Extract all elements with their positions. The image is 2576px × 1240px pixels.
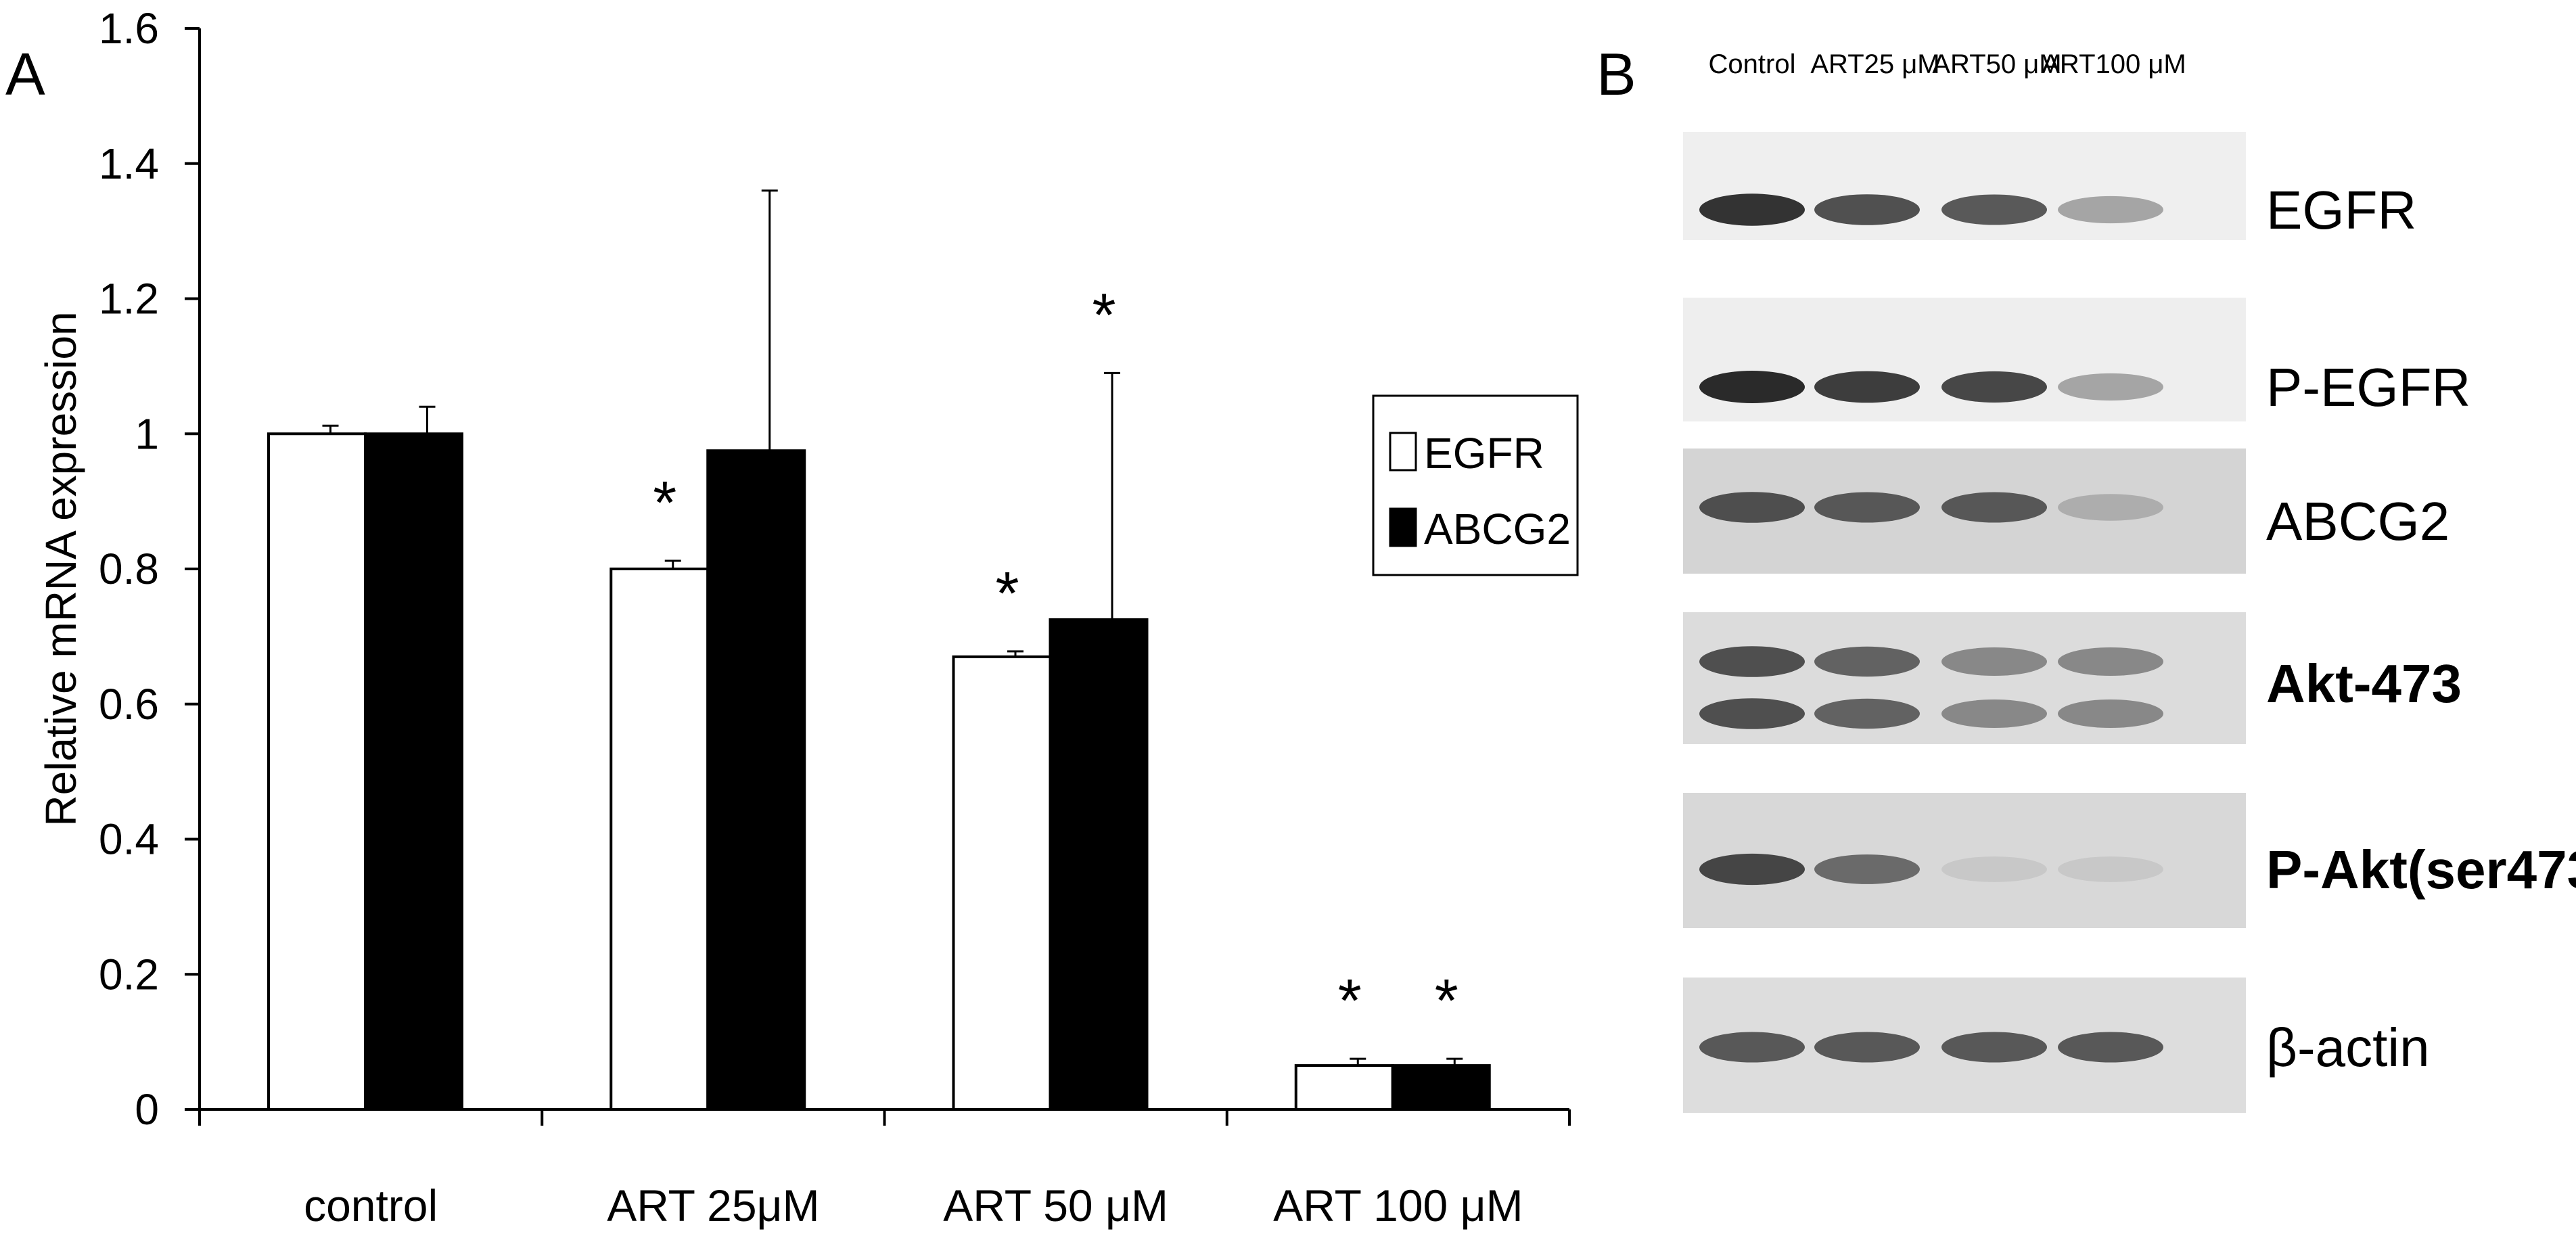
- y-tick-label: 0.6: [99, 680, 159, 729]
- legend-label: EGFR: [1424, 429, 1544, 478]
- y-tick-label: 1.6: [99, 4, 159, 53]
- bar-egfr: [952, 655, 1052, 1111]
- bar-abcg2: [706, 449, 806, 1111]
- x-category-label: ART 100 μM: [1273, 1180, 1523, 1231]
- blot-row-label: Akt-473: [2266, 653, 2462, 714]
- blot-band: [1814, 1032, 1920, 1063]
- blot-row-label: P-Akt(ser473): [2266, 840, 2576, 900]
- blot-row-label: ABCG2: [2266, 491, 2450, 551]
- significance-marker: *: [1338, 967, 1362, 1035]
- blot-band: [2058, 494, 2163, 521]
- blot-row-label: EGFR: [2266, 180, 2416, 240]
- blot-row-label: P-EGFR: [2266, 357, 2470, 417]
- significance-marker: *: [1092, 281, 1116, 349]
- blot-band: [1814, 194, 1920, 225]
- bar-abcg2: [1391, 1064, 1491, 1111]
- blot-band: [1814, 492, 1920, 523]
- legend-swatch-egfr: [1389, 432, 1417, 472]
- lane-header: ART50 μM: [1932, 49, 2061, 79]
- blot-band: [1941, 492, 2047, 523]
- blot-band: [2058, 699, 2163, 728]
- y-tick-label: 0.4: [99, 815, 159, 864]
- significance-marker: *: [1435, 967, 1458, 1035]
- x-category-label: control: [304, 1180, 438, 1231]
- x-category-label: ART 50 μM: [943, 1180, 1168, 1231]
- blot-band: [1814, 854, 1920, 884]
- blot-band: [1699, 492, 1805, 523]
- lane-header: ART100 μM: [2042, 49, 2186, 79]
- blot-band: [1699, 371, 1805, 403]
- y-axis-title: Relative mRNA expression: [37, 311, 85, 826]
- blot-row-label: β-actin: [2266, 1017, 2430, 1078]
- significance-marker: *: [995, 560, 1019, 628]
- bar-chart: 0 0.2 0.4 0.6 0.8 1 1.2 1.4 1.6 Relative mRNA exp…: [37, 4, 1579, 1231]
- blot-band: [1941, 647, 2047, 676]
- bar-egfr: [267, 432, 367, 1111]
- blot-band: [1699, 193, 1805, 226]
- blot-band: [1699, 853, 1805, 886]
- blot-band: [1941, 699, 2047, 728]
- y-tick-label: 0.8: [99, 545, 159, 593]
- blot-band: [1814, 646, 1920, 677]
- lane-header: ART25 μM: [1810, 49, 1939, 79]
- lane-header: Control: [1709, 49, 1796, 79]
- x-category-label: ART 25μM: [607, 1180, 819, 1231]
- blot-band: [1699, 1032, 1805, 1063]
- y-tick-label: 0.2: [99, 950, 159, 998]
- legend-swatch-abcg2: [1389, 507, 1417, 547]
- legend-label: ABCG2: [1424, 505, 1571, 553]
- panel-b-label: B: [1596, 41, 1636, 108]
- blot-band: [2058, 647, 2163, 676]
- bar-egfr: [1294, 1064, 1394, 1111]
- blot-band: [2058, 196, 2163, 224]
- y-tick-label: 1.2: [99, 275, 159, 323]
- blot-band: [1941, 856, 2047, 882]
- blot-band: [1699, 646, 1805, 677]
- bar-abcg2: [1049, 618, 1149, 1111]
- blot-band: [2058, 373, 2163, 401]
- blot-band: [2058, 1032, 2163, 1063]
- blot-band: [2058, 856, 2163, 882]
- blot-band: [1941, 1032, 2047, 1063]
- blot-band: [1699, 698, 1805, 729]
- bar-egfr: [610, 568, 710, 1111]
- blot-band: [1814, 698, 1920, 729]
- bar-abcg2: [364, 432, 463, 1111]
- blot-band: [1941, 371, 2047, 403]
- panel-a-label: A: [5, 41, 45, 108]
- blot-band: [1814, 371, 1920, 403]
- y-tick-label: 0: [135, 1085, 159, 1134]
- blot-strip: [1683, 298, 2246, 421]
- blot-band: [1941, 194, 2047, 225]
- y-tick-label: 1.4: [99, 139, 159, 188]
- significance-marker: *: [653, 469, 676, 537]
- y-tick-label: 1: [135, 409, 159, 458]
